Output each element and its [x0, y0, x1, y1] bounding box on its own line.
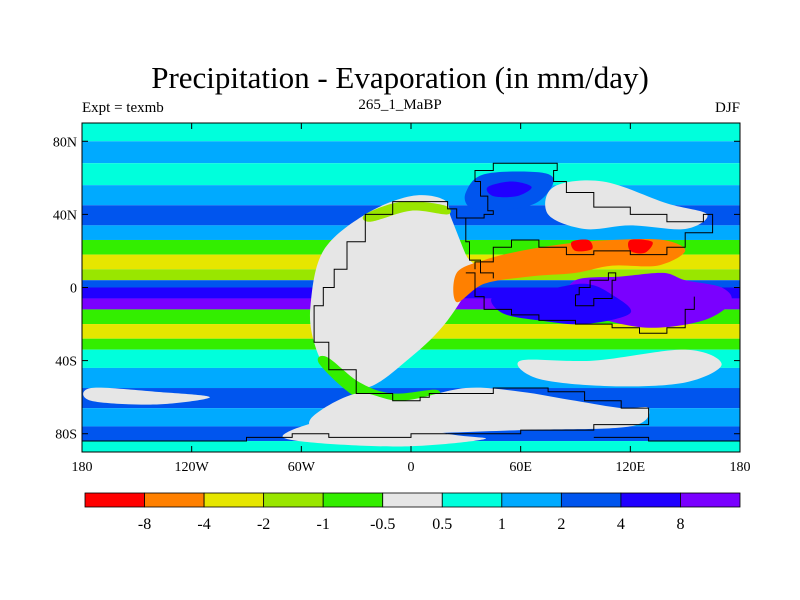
colorbar-swatch-1	[144, 492, 205, 508]
colorbar-swatch-8	[560, 492, 622, 508]
y-tick-label: 80N	[53, 135, 77, 150]
colorbar-swatch-5	[382, 492, 443, 508]
colorbar: -8 -4 -2 -1 -0.5 0.5 1 2 4 8	[84, 492, 741, 533]
x-tick-label: 60E	[509, 460, 532, 475]
x-tick-label: 120E	[616, 460, 646, 475]
region-south-pacific-dry-patch	[83, 387, 210, 405]
coastlines	[82, 162, 740, 442]
colorbar-swatch-6	[441, 492, 503, 508]
y-tick-label: 40S	[55, 355, 77, 370]
region-southern-basin-dry	[517, 349, 722, 387]
region-asia-red-core	[571, 239, 593, 252]
coastline-0	[316, 201, 494, 307]
colorbar-swatch-7	[501, 492, 562, 508]
colorbar-swatch-10	[680, 492, 741, 508]
colorbar-label: -2	[257, 516, 270, 533]
coastline-4	[593, 436, 740, 442]
lat-band-1	[82, 141, 740, 164]
colorbar-label: -1	[317, 516, 330, 533]
region-equatorial-drying-belt	[453, 239, 686, 303]
colorbar-label: -4	[197, 516, 210, 533]
region-asia-moist-core	[486, 181, 532, 198]
region-western-continent-north-margin	[362, 201, 451, 222]
coastline-1	[313, 305, 448, 402]
y-tick-label: 40N	[53, 208, 77, 223]
region-eastern-tropical-core	[491, 283, 632, 325]
coastline-7	[575, 272, 617, 307]
region-western-continent-interior	[309, 195, 476, 389]
coastline-2	[447, 387, 650, 435]
colorbar-swatch-3	[263, 492, 324, 508]
coastline-5	[465, 272, 695, 334]
axes: 180 120W 60W 0 60E 120E 180 80N 40N 0 40S 80S	[53, 123, 751, 475]
colorbar-label: 4	[617, 516, 625, 533]
colorbar-label: -0.5	[370, 516, 395, 533]
season-label: DJF	[714, 100, 740, 116]
colorbar-swatch-0	[84, 492, 145, 508]
colorbar-label: 8	[676, 516, 684, 533]
period-label: 265_1_MaBP	[358, 97, 442, 113]
colorbar-label: 1	[498, 516, 506, 533]
y-tick-label: 80S	[55, 428, 77, 443]
region-asia-red-core-east	[628, 239, 653, 254]
x-tick-label: 120W	[175, 460, 210, 475]
region-polar-cap	[282, 415, 487, 447]
colorbar-label: 2	[557, 516, 565, 533]
x-tick-label: 0	[408, 460, 415, 475]
colorbar-label: 0.5	[432, 516, 452, 533]
x-tick-label: 60W	[288, 460, 316, 475]
experiment-label: Expt = texmb	[82, 100, 164, 116]
colorbar-label: -8	[138, 516, 151, 533]
colorbar-swatch-4	[322, 492, 384, 508]
colorbar-swatch-9	[620, 492, 681, 508]
lat-band-0	[82, 123, 740, 142]
coastline-3	[82, 433, 448, 442]
chart-title: Precipitation - Evaporation (in mm/day)	[151, 60, 649, 95]
data-field	[82, 123, 740, 452]
lat-band-2	[82, 163, 740, 186]
x-tick-label: 180	[72, 460, 93, 475]
coastline-6	[465, 162, 714, 270]
y-tick-label: 0	[70, 282, 77, 297]
colorbar-swatch-2	[203, 492, 265, 508]
x-tick-label: 180	[730, 460, 751, 475]
